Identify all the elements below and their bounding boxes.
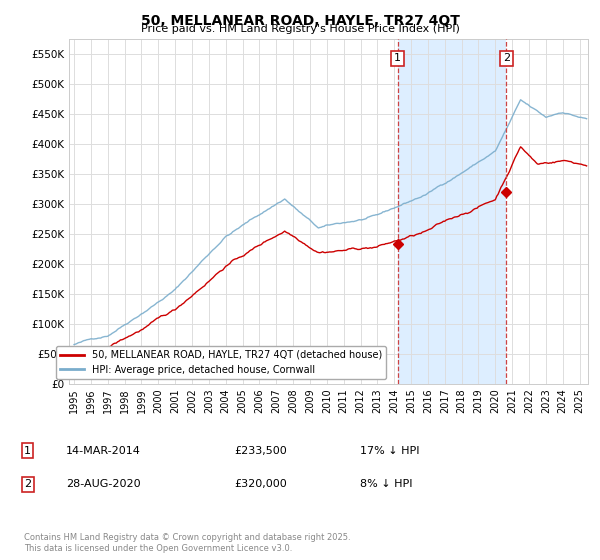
Text: 2: 2 — [24, 479, 31, 489]
Text: 8% ↓ HPI: 8% ↓ HPI — [360, 479, 413, 489]
Text: 1: 1 — [394, 53, 401, 63]
Bar — [398, 39, 506, 384]
Text: 17% ↓ HPI: 17% ↓ HPI — [360, 446, 419, 456]
Text: Contains HM Land Registry data © Crown copyright and database right 2025.
This d: Contains HM Land Registry data © Crown c… — [24, 533, 350, 553]
Text: £233,500: £233,500 — [234, 446, 287, 456]
Text: £320,000: £320,000 — [234, 479, 287, 489]
Text: 14-MAR-2014: 14-MAR-2014 — [66, 446, 141, 456]
Text: 28-AUG-2020: 28-AUG-2020 — [66, 479, 140, 489]
Text: 2: 2 — [503, 53, 510, 63]
Legend: 50, MELLANEAR ROAD, HAYLE, TR27 4QT (detached house), HPI: Average price, detach: 50, MELLANEAR ROAD, HAYLE, TR27 4QT (det… — [56, 346, 386, 379]
Text: 1: 1 — [24, 446, 31, 456]
Text: Price paid vs. HM Land Registry's House Price Index (HPI): Price paid vs. HM Land Registry's House … — [140, 24, 460, 34]
Text: 50, MELLANEAR ROAD, HAYLE, TR27 4QT: 50, MELLANEAR ROAD, HAYLE, TR27 4QT — [140, 14, 460, 28]
